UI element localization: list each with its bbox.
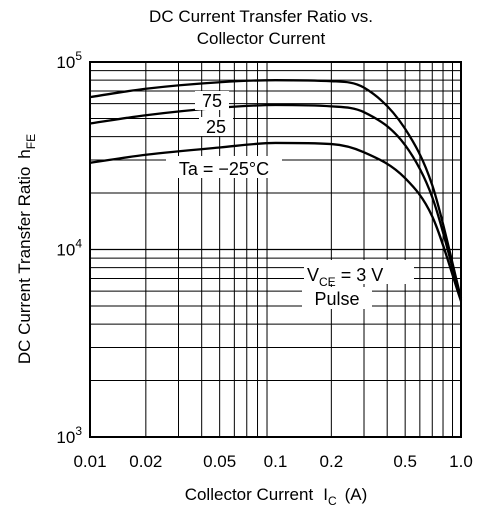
series-curve-25 (89, 103, 463, 300)
svg-text:Ta = −25°C: Ta = −25°C (179, 159, 269, 179)
x-tick-label: 0.01 (73, 452, 106, 471)
y-tick-label: 104 (56, 237, 82, 260)
svg-text:75: 75 (202, 91, 222, 111)
x-tick-label: 1.0 (449, 452, 473, 471)
x-tick-label: 0.2 (320, 452, 344, 471)
grid (90, 61, 461, 438)
x-tick-label: 0.5 (393, 452, 417, 471)
pulse-label: Pulse (314, 289, 359, 309)
tick-labels: 0.01 0.02 0.05 0.1 0.2 0.5 1.0 103 104 105 (56, 49, 472, 471)
series-curve-minus25 (89, 141, 463, 302)
condition-annotation: VCE = 3 V Pulse (302, 260, 414, 309)
vce-label: VCE = 3 V (307, 265, 383, 289)
plot-frame (89, 61, 462, 438)
series-curves (89, 79, 463, 302)
chart-title-line-2: Collector Current (197, 29, 326, 48)
y-tick-label: 105 (56, 49, 82, 72)
series-label-ta: Ta = −25°C (166, 156, 282, 179)
x-tick-label: 0.05 (203, 452, 236, 471)
chart-title-line-1: DC Current Transfer Ratio vs. (149, 7, 373, 26)
y-tick-label: 103 (56, 424, 82, 447)
x-tick-label: 0.02 (129, 452, 162, 471)
y-axis-label: DC Current Transfer RatiohFE (15, 134, 38, 364)
series-label-75: 75 (195, 91, 229, 111)
svg-text:25: 25 (206, 117, 226, 137)
series-label-25: 25 (199, 117, 233, 137)
x-axis-label: Collector Current IC (A) (185, 485, 368, 508)
series-curve-75 (89, 79, 463, 299)
x-tick-label: 0.1 (264, 452, 288, 471)
